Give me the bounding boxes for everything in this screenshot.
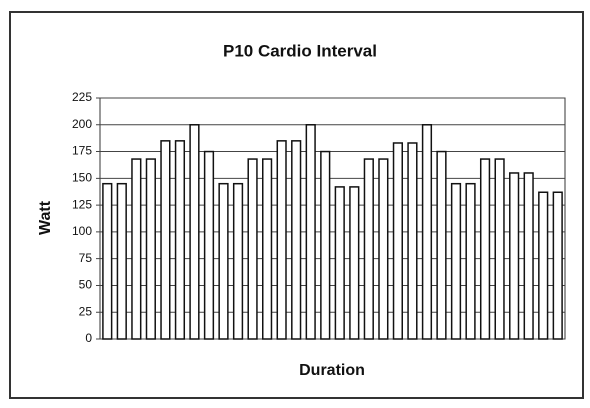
- bar: [552, 191, 563, 340]
- y-tick-label: 75: [79, 251, 93, 265]
- y-tick-label: 200: [72, 117, 92, 131]
- bar: [131, 158, 142, 340]
- bar: [276, 140, 287, 340]
- bar: [392, 142, 403, 340]
- chart-title: P10 Cardio Interval: [223, 41, 377, 60]
- bar: [218, 182, 229, 340]
- bar: [262, 158, 273, 340]
- y-tick-label: 225: [72, 90, 92, 104]
- y-tick-label: 150: [72, 171, 92, 185]
- bar: [421, 124, 433, 340]
- bar: [407, 142, 418, 340]
- bar: [116, 182, 127, 340]
- bar: [320, 150, 331, 340]
- y-tick-label: 125: [72, 197, 92, 211]
- bar: [349, 186, 360, 340]
- bar: [305, 124, 316, 340]
- bar: [291, 140, 302, 340]
- bar: [465, 182, 476, 340]
- bar: [436, 150, 447, 340]
- y-axis-label: Watt: [37, 200, 54, 235]
- bar: [247, 158, 258, 340]
- y-tick-label: 25: [79, 304, 93, 318]
- bar: [509, 172, 520, 340]
- bar: [203, 150, 215, 340]
- bar: [174, 140, 186, 340]
- bar: [145, 158, 156, 340]
- bar: [450, 182, 462, 340]
- bar: [334, 186, 345, 340]
- bar: [523, 172, 534, 340]
- bar: [363, 158, 374, 340]
- bar: [102, 182, 113, 340]
- y-tick-label: 50: [79, 278, 93, 292]
- bar: [538, 191, 549, 340]
- bar: [232, 182, 244, 340]
- x-axis-label: Duration: [299, 362, 365, 379]
- bar: [160, 140, 171, 340]
- bar: [479, 158, 491, 340]
- bar: [378, 158, 389, 340]
- y-tick-label: 0: [85, 331, 92, 345]
- y-tick-label: 100: [72, 224, 92, 238]
- bar: [494, 158, 505, 340]
- bar: [189, 124, 200, 340]
- y-tick-label: 175: [72, 144, 92, 158]
